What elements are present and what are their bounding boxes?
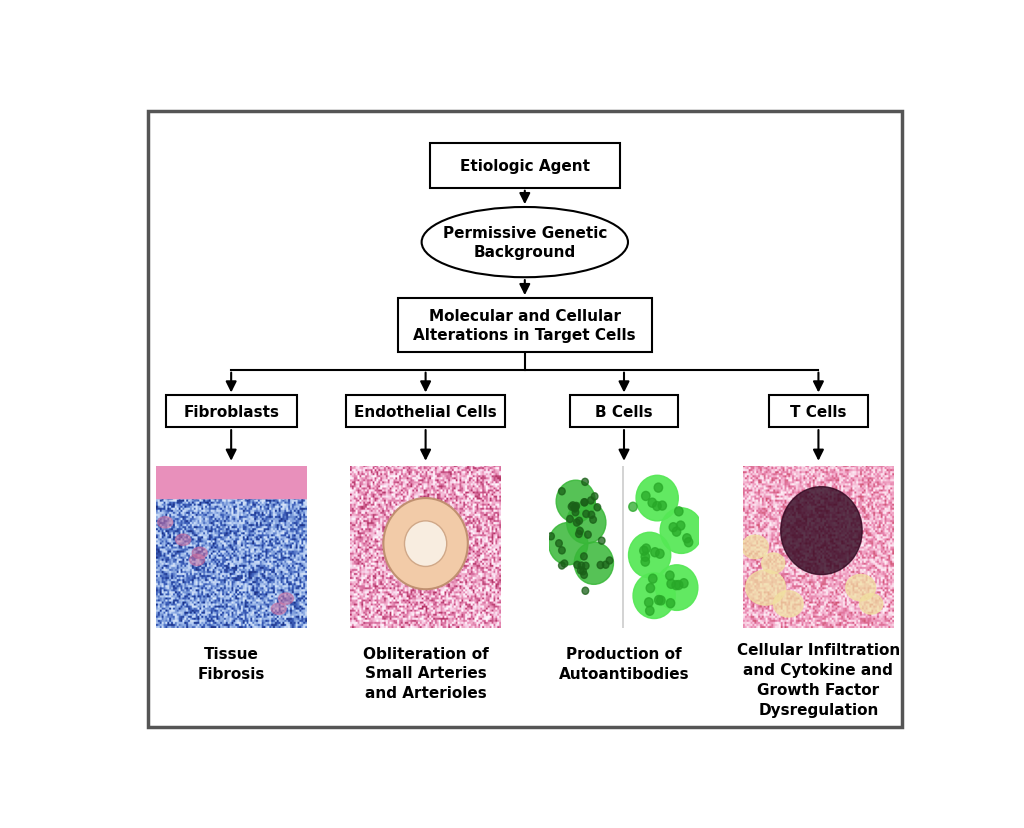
Text: Etiologic Agent: Etiologic Agent	[460, 159, 590, 174]
Text: B Cells: B Cells	[595, 404, 653, 419]
FancyBboxPatch shape	[346, 396, 505, 428]
Ellipse shape	[422, 208, 628, 278]
Text: Obliteration of
Small Arteries
and Arterioles: Obliteration of Small Arteries and Arter…	[362, 646, 488, 700]
Text: Tissue
Fibrosis: Tissue Fibrosis	[198, 646, 265, 681]
FancyBboxPatch shape	[430, 144, 620, 189]
Text: Cellular Infiltration
and Cytokine and
Growth Factor
Dysregulation: Cellular Infiltration and Cytokine and G…	[737, 643, 900, 717]
Text: Permissive Genetic
Background: Permissive Genetic Background	[442, 226, 607, 260]
Text: Fibroblasts: Fibroblasts	[183, 404, 280, 419]
FancyBboxPatch shape	[397, 299, 651, 353]
FancyBboxPatch shape	[570, 396, 678, 428]
Text: T Cells: T Cells	[791, 404, 847, 419]
Text: Endothelial Cells: Endothelial Cells	[354, 404, 497, 419]
FancyBboxPatch shape	[769, 396, 868, 428]
FancyBboxPatch shape	[166, 396, 297, 428]
Text: Production of
Autoantibodies: Production of Autoantibodies	[559, 646, 689, 681]
Text: Molecular and Cellular
Alterations in Target Cells: Molecular and Cellular Alterations in Ta…	[414, 309, 636, 343]
